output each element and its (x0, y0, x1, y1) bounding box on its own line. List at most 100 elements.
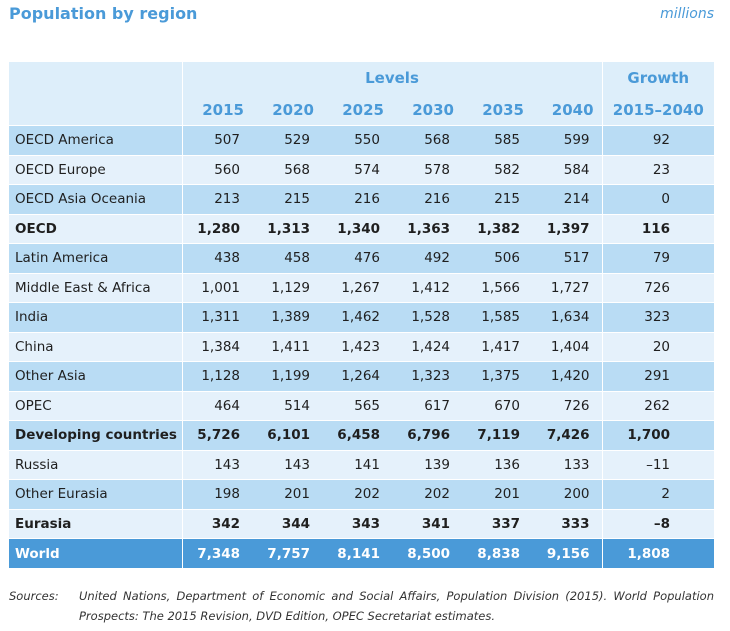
year-header-2035: 2035 (462, 94, 532, 126)
value-cell: 7,119 (462, 420, 532, 450)
value-cell: 136 (462, 449, 532, 480)
table-row: Other Eurasia 198 201 202 202 201 200 2 (9, 479, 715, 509)
growth-cell: 726 (601, 272, 715, 303)
growth-cell: –11 (601, 449, 715, 480)
value-cell: 143 (252, 449, 322, 480)
table-row: Other Asia 1,128 1,199 1,264 1,323 1,375 1,420… (9, 361, 715, 391)
row-label: OECD Europe (9, 154, 183, 185)
value-cell: 1,411 (252, 331, 322, 362)
table-row: OECD Europe 560 568 574 578 582 584 23 (9, 154, 715, 185)
growth-cell: 1,808 (601, 538, 715, 568)
value-cell: 1,280 (182, 213, 252, 244)
table-row: Eurasia 342 344 343 341 337 333 –8 (9, 508, 715, 539)
growth-cell: 116 (601, 213, 715, 244)
table-row: OECD Asia Oceania 213 215 216 216 215 214 0 (9, 184, 715, 214)
value-cell: 1,264 (322, 361, 392, 391)
row-label: OECD Asia Oceania (9, 184, 183, 214)
growth-cell: 0 (601, 184, 715, 214)
year-header-2030: 2030 (392, 94, 462, 126)
value-cell: 1,128 (182, 361, 252, 391)
table-row: OECD 1,280 1,313 1,340 1,363 1,382 1,397 116 (9, 213, 715, 244)
table-row: World 7,348 7,757 8,141 8,500 8,838 9,156 1,808 (9, 538, 715, 568)
value-cell: 215 (252, 184, 322, 214)
value-cell: 1,384 (182, 331, 252, 362)
growth-cell: 2 (601, 479, 715, 509)
value-cell: 574 (322, 154, 392, 185)
value-cell: 514 (252, 390, 322, 421)
value-cell: 582 (462, 154, 532, 185)
value-cell: 1,424 (392, 331, 462, 362)
value-cell: 8,141 (322, 538, 392, 568)
value-cell: 550 (322, 125, 392, 155)
row-label: OECD America (9, 125, 183, 155)
value-cell: 1,404 (532, 331, 603, 362)
value-cell: 438 (182, 243, 252, 273)
value-cell: 6,796 (392, 420, 462, 450)
value-cell: 584 (532, 154, 603, 185)
table-row: China 1,384 1,411 1,423 1,424 1,417 1,404 20 (9, 331, 715, 362)
units-label: millions (660, 6, 714, 22)
value-cell: 343 (322, 508, 392, 539)
value-cell: 8,838 (462, 538, 532, 568)
value-cell: 1,340 (322, 213, 392, 244)
row-label: Other Eurasia (9, 479, 183, 509)
value-cell: 139 (392, 449, 462, 480)
header-corner (9, 62, 183, 126)
value-cell: 337 (462, 508, 532, 539)
value-cell: 1,375 (462, 361, 532, 391)
row-label: Latin America (9, 243, 183, 273)
row-label: OPEC (9, 390, 183, 421)
year-header-row: 2015 2020 2025 2030 2035 2040 2015–2040 (9, 94, 715, 126)
value-cell: 341 (392, 508, 462, 539)
value-cell: 1,585 (462, 302, 532, 332)
value-cell: 1,389 (252, 302, 322, 332)
value-cell: 7,426 (532, 420, 603, 450)
growth-period-header: 2015–2040 (601, 94, 715, 126)
table-row: OPEC 464 514 565 617 670 726 262 (9, 390, 715, 421)
value-cell: 333 (532, 508, 603, 539)
value-cell: 506 (462, 243, 532, 273)
value-cell: 1,528 (392, 302, 462, 332)
levels-header: Levels (182, 62, 603, 94)
value-cell: 568 (252, 154, 322, 185)
value-cell: 198 (182, 479, 252, 509)
value-cell: 216 (322, 184, 392, 214)
value-cell: 6,458 (322, 420, 392, 450)
value-cell: 517 (532, 243, 603, 273)
value-cell: 599 (532, 125, 603, 155)
row-label: Other Asia (9, 361, 183, 391)
growth-cell: –8 (601, 508, 715, 539)
value-cell: 1,267 (322, 272, 392, 303)
value-cell: 1,727 (532, 272, 603, 303)
value-cell: 1,423 (322, 331, 392, 362)
year-header-2040: 2040 (532, 94, 603, 126)
growth-cell: 1,700 (601, 420, 715, 450)
value-cell: 507 (182, 125, 252, 155)
value-cell: 529 (252, 125, 322, 155)
value-cell: 464 (182, 390, 252, 421)
value-cell: 141 (322, 449, 392, 480)
growth-cell: 291 (601, 361, 715, 391)
growth-header: Growth (601, 62, 715, 94)
value-cell: 568 (392, 125, 462, 155)
row-label: India (9, 302, 183, 332)
row-label: Developing countries (9, 420, 183, 450)
growth-cell: 23 (601, 154, 715, 185)
value-cell: 1,001 (182, 272, 252, 303)
table-row: Latin America 438 458 476 492 506 517 79 (9, 243, 715, 273)
value-cell: 143 (182, 449, 252, 480)
value-cell: 1,397 (532, 213, 603, 244)
table-row: Developing countries 5,726 6,101 6,458 6,796… (9, 420, 715, 450)
value-cell: 585 (462, 125, 532, 155)
value-cell: 342 (182, 508, 252, 539)
row-label: Russia (9, 449, 183, 480)
row-label: Eurasia (9, 508, 183, 539)
table-body: OECD America 507 529 550 568 585 599 92 OECD Eur… (9, 125, 715, 568)
table-row: OECD America 507 529 550 568 585 599 92 (9, 125, 715, 155)
year-header-2025: 2025 (322, 94, 392, 126)
value-cell: 344 (252, 508, 322, 539)
value-cell: 1,363 (392, 213, 462, 244)
row-label: OECD (9, 213, 183, 244)
value-cell: 578 (392, 154, 462, 185)
value-cell: 215 (462, 184, 532, 214)
